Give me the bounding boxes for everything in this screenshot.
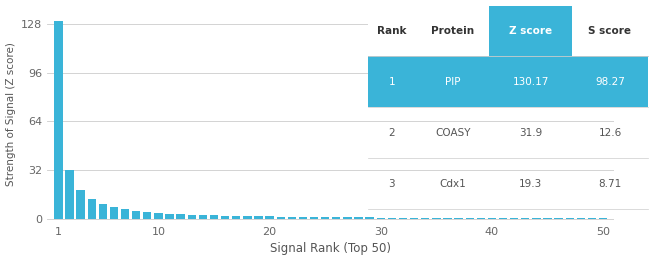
- Text: Rank: Rank: [377, 26, 406, 36]
- Bar: [243, 216, 252, 219]
- Y-axis label: Strength of Signal (Z score): Strength of Signal (Z score): [6, 42, 16, 186]
- Text: 3: 3: [388, 179, 395, 189]
- Bar: [489, 5, 572, 56]
- Bar: [65, 170, 73, 219]
- Bar: [265, 216, 274, 219]
- Bar: [566, 218, 574, 219]
- Bar: [232, 216, 240, 219]
- Bar: [521, 218, 530, 219]
- Text: 98.27: 98.27: [595, 77, 625, 87]
- Bar: [121, 209, 129, 219]
- Bar: [188, 215, 196, 219]
- Bar: [432, 218, 441, 219]
- Bar: [532, 218, 541, 219]
- Bar: [176, 214, 185, 219]
- Text: 1: 1: [388, 77, 395, 87]
- Bar: [88, 199, 96, 219]
- Text: PIP: PIP: [445, 77, 460, 87]
- Bar: [143, 212, 151, 219]
- Text: Cdx1: Cdx1: [439, 179, 466, 189]
- Bar: [165, 213, 174, 219]
- Bar: [387, 218, 396, 219]
- Bar: [543, 218, 552, 219]
- Bar: [276, 217, 285, 219]
- Text: 19.3: 19.3: [519, 179, 542, 189]
- Bar: [554, 218, 563, 219]
- Bar: [199, 215, 207, 219]
- Bar: [299, 217, 307, 219]
- Bar: [410, 218, 418, 219]
- Bar: [310, 217, 318, 219]
- Text: Z score: Z score: [509, 26, 552, 36]
- Bar: [588, 218, 596, 219]
- Bar: [376, 217, 385, 219]
- Bar: [210, 215, 218, 219]
- Text: COASY: COASY: [435, 128, 471, 138]
- Bar: [221, 216, 229, 219]
- Bar: [77, 189, 85, 219]
- Bar: [254, 216, 263, 219]
- Bar: [443, 218, 452, 219]
- Bar: [354, 217, 363, 219]
- Text: 2: 2: [388, 128, 395, 138]
- Bar: [321, 217, 330, 219]
- Bar: [154, 213, 162, 219]
- Bar: [488, 218, 496, 219]
- Text: 130.17: 130.17: [512, 77, 549, 87]
- Text: Protein: Protein: [431, 26, 474, 36]
- Bar: [332, 217, 341, 219]
- Bar: [343, 217, 352, 219]
- Bar: [510, 218, 518, 219]
- Bar: [54, 21, 62, 219]
- Bar: [476, 218, 485, 219]
- Bar: [577, 218, 585, 219]
- X-axis label: Signal Rank (Top 50): Signal Rank (Top 50): [270, 242, 391, 256]
- Bar: [99, 204, 107, 219]
- Bar: [465, 218, 474, 219]
- Bar: [399, 218, 407, 219]
- Bar: [572, 5, 648, 56]
- Bar: [421, 218, 430, 219]
- Bar: [365, 217, 374, 219]
- Text: 12.6: 12.6: [599, 128, 621, 138]
- Bar: [416, 5, 489, 56]
- Bar: [599, 218, 607, 219]
- Bar: [454, 218, 463, 219]
- Bar: [132, 211, 140, 219]
- Text: 8.71: 8.71: [599, 179, 621, 189]
- Text: 31.9: 31.9: [519, 128, 542, 138]
- Bar: [288, 217, 296, 219]
- Bar: [499, 218, 507, 219]
- Text: S score: S score: [588, 26, 631, 36]
- Bar: [368, 5, 416, 56]
- Bar: [368, 56, 648, 107]
- Bar: [110, 207, 118, 219]
